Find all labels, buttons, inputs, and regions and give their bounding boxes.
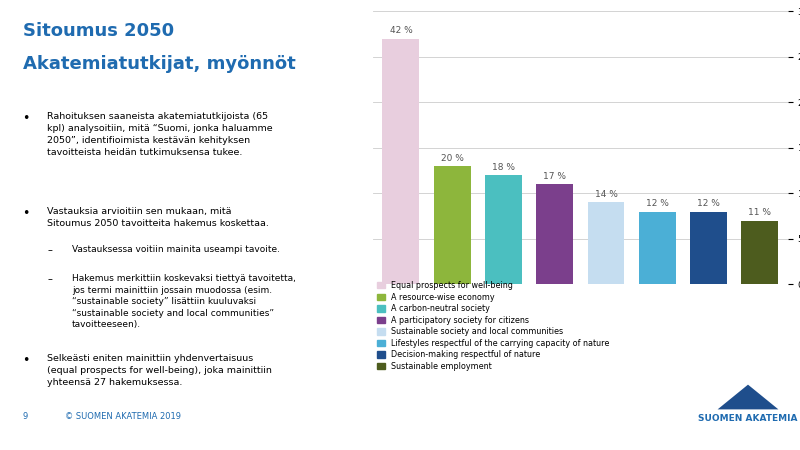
Bar: [536, 184, 573, 284]
Text: Sitoumus 2050: Sitoumus 2050: [22, 22, 174, 40]
Bar: [742, 220, 778, 284]
Text: •: •: [22, 207, 30, 220]
Text: Hakemus merkittiin koskevaksi tiettyä tavoitetta,
jos termi mainittiin jossain m: Hakemus merkittiin koskevaksi tiettyä ta…: [72, 274, 296, 329]
Bar: [434, 166, 470, 284]
Text: 11 %: 11 %: [748, 208, 771, 217]
Text: –: –: [47, 245, 52, 255]
Text: Vastauksia arvioitiin sen mukaan, mitä
Sitoumus 2050 tavoitteita hakemus koskett: Vastauksia arvioitiin sen mukaan, mitä S…: [47, 207, 269, 228]
Text: SUOMEN AKATEMIA: SUOMEN AKATEMIA: [698, 414, 798, 423]
Text: –: –: [47, 274, 52, 284]
Bar: [587, 202, 625, 284]
Legend: Equal prospects for well-being, A resource-wise economy, A carbon-neutral societ: Equal prospects for well-being, A resour…: [377, 281, 610, 371]
Text: Rahoituksen saaneista akatemiatutkijoista (65
kpl) analysoitiin, mitä “Suomi, jo: Rahoituksen saaneista akatemiatutkijoist…: [47, 112, 273, 157]
Text: 12 %: 12 %: [697, 199, 720, 208]
Text: Selkeästi eniten mainittiin yhdenvertaisuus
(equal prospects for well-being), jo: Selkeästi eniten mainittiin yhdenvertais…: [47, 354, 272, 387]
Text: Akatemiatutkijat, myönnöt: Akatemiatutkijat, myönnöt: [22, 55, 295, 73]
Text: 14 %: 14 %: [594, 190, 618, 199]
Text: 42 %: 42 %: [390, 27, 412, 36]
Text: 9: 9: [22, 413, 28, 422]
Text: 12 %: 12 %: [646, 199, 669, 208]
Bar: [638, 212, 676, 284]
Text: •: •: [22, 354, 30, 367]
Bar: [485, 175, 522, 284]
Text: 17 %: 17 %: [543, 172, 566, 181]
Bar: [382, 39, 419, 284]
Text: 20 %: 20 %: [441, 154, 464, 163]
Text: © SUOMEN AKATEMIA 2019: © SUOMEN AKATEMIA 2019: [65, 413, 181, 422]
Bar: [690, 212, 727, 284]
Text: Vastauksessa voitiin mainita useampi tavoite.: Vastauksessa voitiin mainita useampi tav…: [72, 245, 280, 254]
Text: •: •: [22, 112, 30, 125]
Text: 18 %: 18 %: [492, 163, 515, 172]
